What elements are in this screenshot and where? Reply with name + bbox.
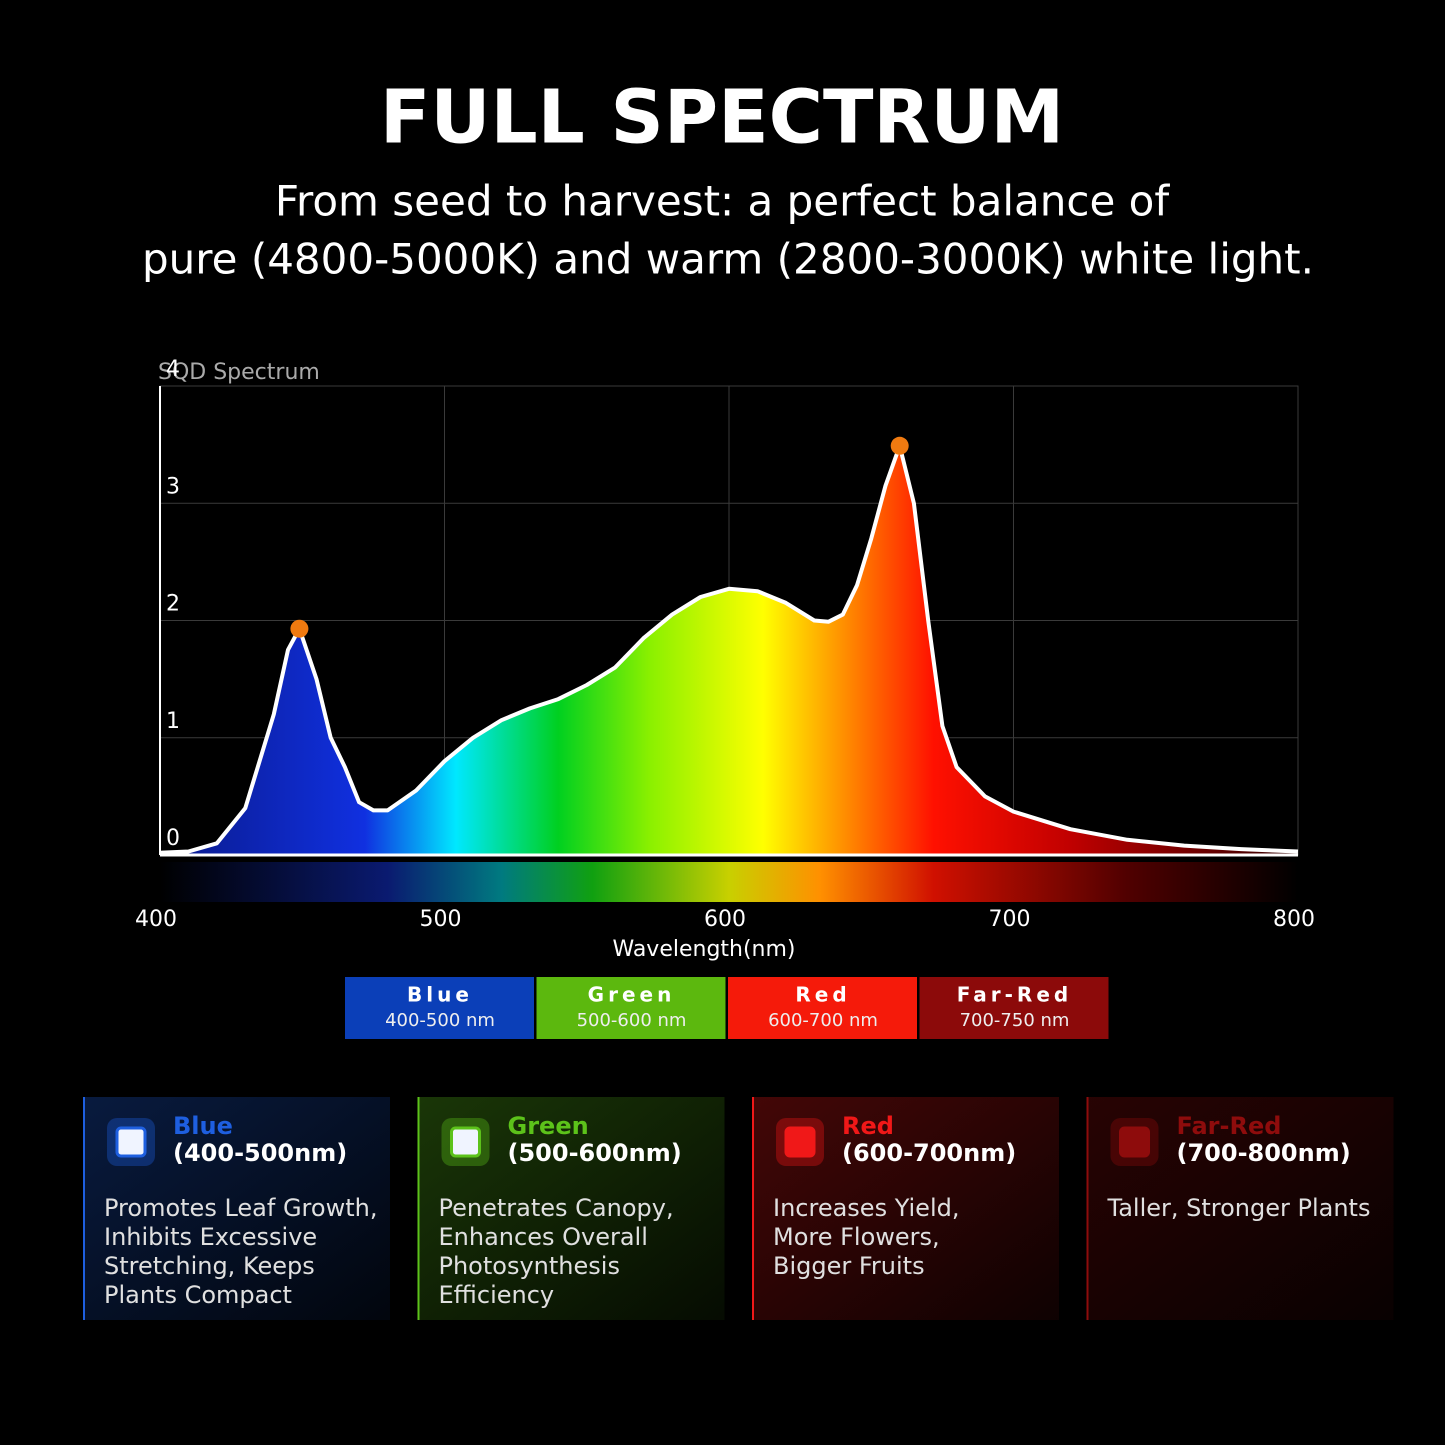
y-tick-label: 2 [166,592,180,617]
card-description: More Flowers, [773,1223,940,1251]
y-tick-label: 1 [166,709,180,734]
card-description: Photosynthesis [439,1252,620,1280]
band-name: Far-Red [957,983,1072,1007]
y-tick-label: 3 [166,474,180,499]
card-title: Green [508,1112,589,1140]
cards: Blue(400-500nm) Promotes Leaf Growth,Inhi… [83,1097,1394,1320]
band-box [728,977,917,1039]
line [159,443,1299,855]
card-description: Stretching, Keeps [104,1252,315,1280]
icon [1119,1126,1150,1158]
card-range: (400-500nm) [173,1139,347,1167]
subtitle: pure (4800-5000K) and warm (2800-3000K) … [142,235,1314,284]
band-range: 500-600 nm [577,1010,687,1031]
band-range: 400-500 nm [385,1010,495,1031]
card-description: Plants Compact [104,1281,292,1309]
band-box [919,977,1109,1039]
band-range: 600-700 nm [768,1010,878,1031]
card-title: Red [842,1112,894,1140]
card-description: Bigger Fruits [773,1252,925,1280]
card-description: Enhances Overall [439,1223,648,1251]
area-fill [160,445,1298,855]
y-tick-label: 4 [166,357,180,382]
peak-marker [890,436,909,455]
card-description: Inhibits Excessive [104,1223,317,1251]
card-description: Efficiency [439,1281,555,1309]
band-name: Red [795,983,850,1007]
card-description: Increases Yield, [773,1194,959,1222]
card-description: Penetrates Canopy, [439,1194,674,1222]
title: FULL SPECTRUM [380,75,1064,161]
x-tick-label: 400 [135,907,177,932]
subtitle: From seed to harvest: a perfect balance … [275,177,1170,226]
band-range: 700-750 nm [960,1010,1070,1031]
x-tick-label: 800 [1273,907,1315,932]
card-title: Far-Red [1177,1112,1282,1140]
x-tick-label: 600 [704,907,746,932]
icon [784,1126,816,1158]
spectrum-strip [160,862,1298,902]
card-range: (600-700nm) [842,1139,1016,1167]
band-name: Blue [407,983,473,1007]
peak-marker [290,619,309,638]
band-box [536,977,726,1039]
card-range: (700-800nm) [1177,1139,1351,1167]
band-name: Green [588,983,676,1007]
x-tick-label: 700 [989,907,1031,932]
chart-title: SQD Spectrum [158,360,320,385]
icon [450,1126,481,1158]
y-tick-label: 0 [166,826,180,851]
band-legend: Blue 400-500 nm Green 500-600 nm Red 600-700 … [345,977,1109,1039]
card-range: (500-600nm) [508,1139,682,1167]
card-title: Blue [173,1112,233,1140]
card-description: Promotes Leaf Growth, [104,1194,377,1222]
card-description: Taller, Stronger Plants [1107,1194,1371,1222]
x-tick-label: 500 [420,907,462,932]
x-axis-label: Wavelength(nm) [612,937,795,962]
band-box [345,977,534,1039]
icon [115,1126,147,1158]
chart: 0 1 2 3 4 400 500 600 700 800 [135,357,1315,932]
